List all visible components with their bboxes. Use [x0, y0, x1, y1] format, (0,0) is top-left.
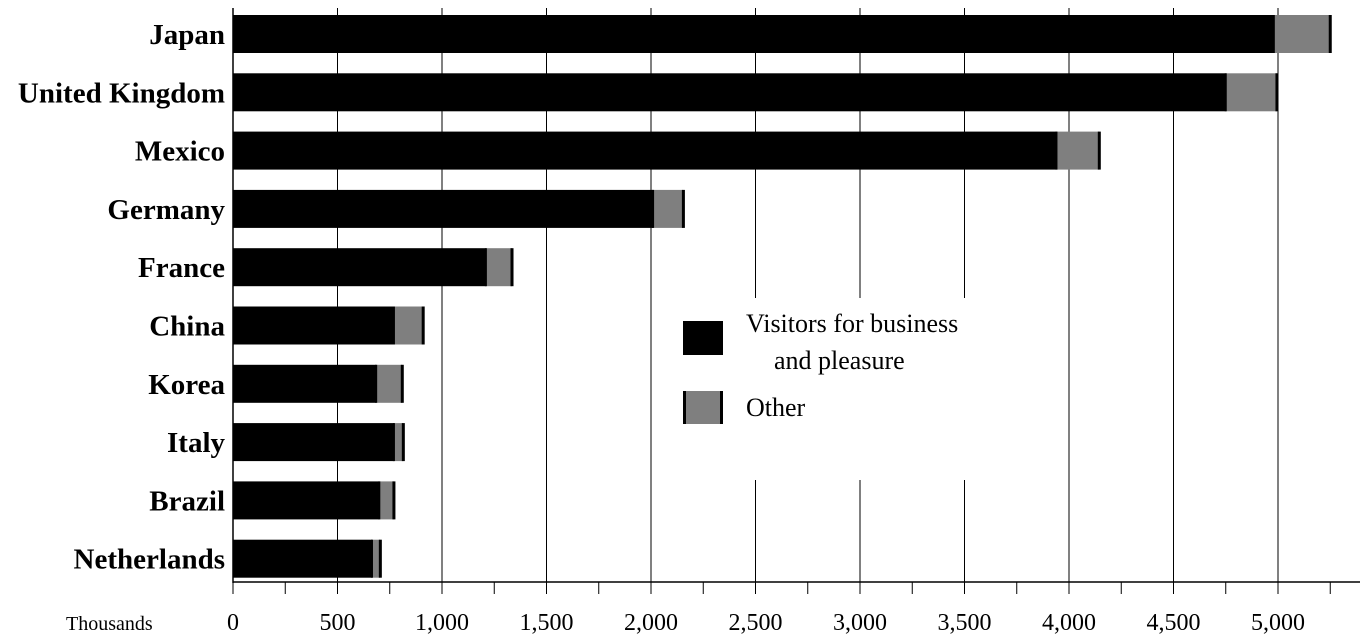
- x-tick-label: 0: [227, 610, 239, 636]
- bar-other: [371, 539, 381, 578]
- x-tick-label: 2,000: [624, 610, 678, 636]
- bar-business-pleasure: [233, 306, 394, 345]
- bar-divider: [1055, 131, 1058, 170]
- bar-end-cap: [1275, 73, 1279, 112]
- bar-other: [379, 481, 394, 520]
- legend-swatch-other-edge: [683, 391, 686, 424]
- x-tick-label: 2,500: [729, 610, 783, 636]
- category-label: Brazil: [149, 485, 225, 517]
- category-label: Mexico: [135, 136, 225, 168]
- bar-other: [485, 248, 513, 287]
- category-label: Italy: [167, 427, 226, 459]
- bar-end-cap: [510, 248, 514, 287]
- x-tick-label: 4,000: [1042, 610, 1096, 636]
- bar-divider: [652, 189, 655, 228]
- bar-end-cap: [681, 189, 685, 228]
- legend: Visitors for business and pleasure Other: [683, 309, 958, 424]
- category-label: China: [149, 311, 225, 343]
- bar-divider: [1272, 15, 1275, 53]
- x-tick-label: 1,500: [520, 610, 574, 636]
- bar-end-cap: [1097, 131, 1101, 170]
- x-tick-label: 3,500: [938, 610, 992, 636]
- x-axis-units-label: Thousands: [66, 613, 153, 635]
- bar-business-pleasure: [233, 15, 1274, 53]
- bar-other: [1225, 73, 1277, 112]
- category-label: Germany: [107, 194, 225, 226]
- bar-divider: [375, 364, 378, 403]
- legend-swatch-business-pleasure: [683, 321, 723, 355]
- category-label: Japan: [149, 19, 225, 51]
- category-labels: Japan United Kingdom Mexico Germany France Ch…: [18, 19, 226, 576]
- category-label: United Kingdom: [18, 77, 225, 109]
- bar-other: [653, 189, 684, 228]
- bar-business-pleasure: [233, 248, 486, 287]
- legend-label-business-pleasure-line2: and pleasure: [774, 346, 905, 375]
- bars: [233, 15, 1332, 578]
- bar-divider: [370, 539, 373, 578]
- bar-end-cap: [378, 539, 382, 578]
- legend-swatch-other: [683, 391, 723, 424]
- category-label: France: [138, 252, 225, 284]
- category-label: Netherlands: [74, 544, 225, 576]
- x-tick-label: 3,000: [833, 610, 887, 636]
- bar-end-cap: [392, 481, 396, 520]
- bar-business-pleasure: [233, 73, 1226, 112]
- legend-swatch-other-edge: [720, 391, 723, 424]
- bar-end-cap: [421, 306, 425, 345]
- bar-other: [376, 364, 403, 403]
- bar-divider: [392, 306, 395, 345]
- bar-business-pleasure: [233, 423, 394, 462]
- bar-business-pleasure: [233, 189, 654, 228]
- bar-business-pleasure: [233, 539, 372, 578]
- bar-business-pleasure: [233, 131, 1057, 170]
- bar-other: [1056, 131, 1100, 170]
- x-tick-label: 500: [320, 610, 356, 636]
- bar-business-pleasure: [233, 481, 380, 520]
- bar-divider: [1224, 73, 1227, 112]
- bar-other: [393, 306, 424, 345]
- bar-divider: [392, 423, 395, 462]
- bar-other: [393, 423, 404, 462]
- x-tick-label: 4,500: [1147, 610, 1201, 636]
- x-tick-label: 1,000: [415, 610, 469, 636]
- bar-business-pleasure: [233, 364, 377, 403]
- bar-end-cap: [400, 364, 404, 403]
- axes: 0 500 1,000 1,500 2,000 2,500 3,000 3,500 4,000 4…: [66, 8, 1360, 636]
- bar-end-cap: [1328, 15, 1332, 53]
- bar-other: [1273, 15, 1331, 53]
- legend-label-business-pleasure: Visitors for business: [746, 309, 958, 338]
- x-tick-label: 5,000: [1251, 610, 1305, 636]
- bar-end-cap: [401, 423, 405, 462]
- bar-divider: [378, 481, 381, 520]
- legend-label-other: Other: [746, 393, 806, 422]
- bar-divider: [484, 248, 487, 287]
- category-label: Korea: [148, 369, 225, 401]
